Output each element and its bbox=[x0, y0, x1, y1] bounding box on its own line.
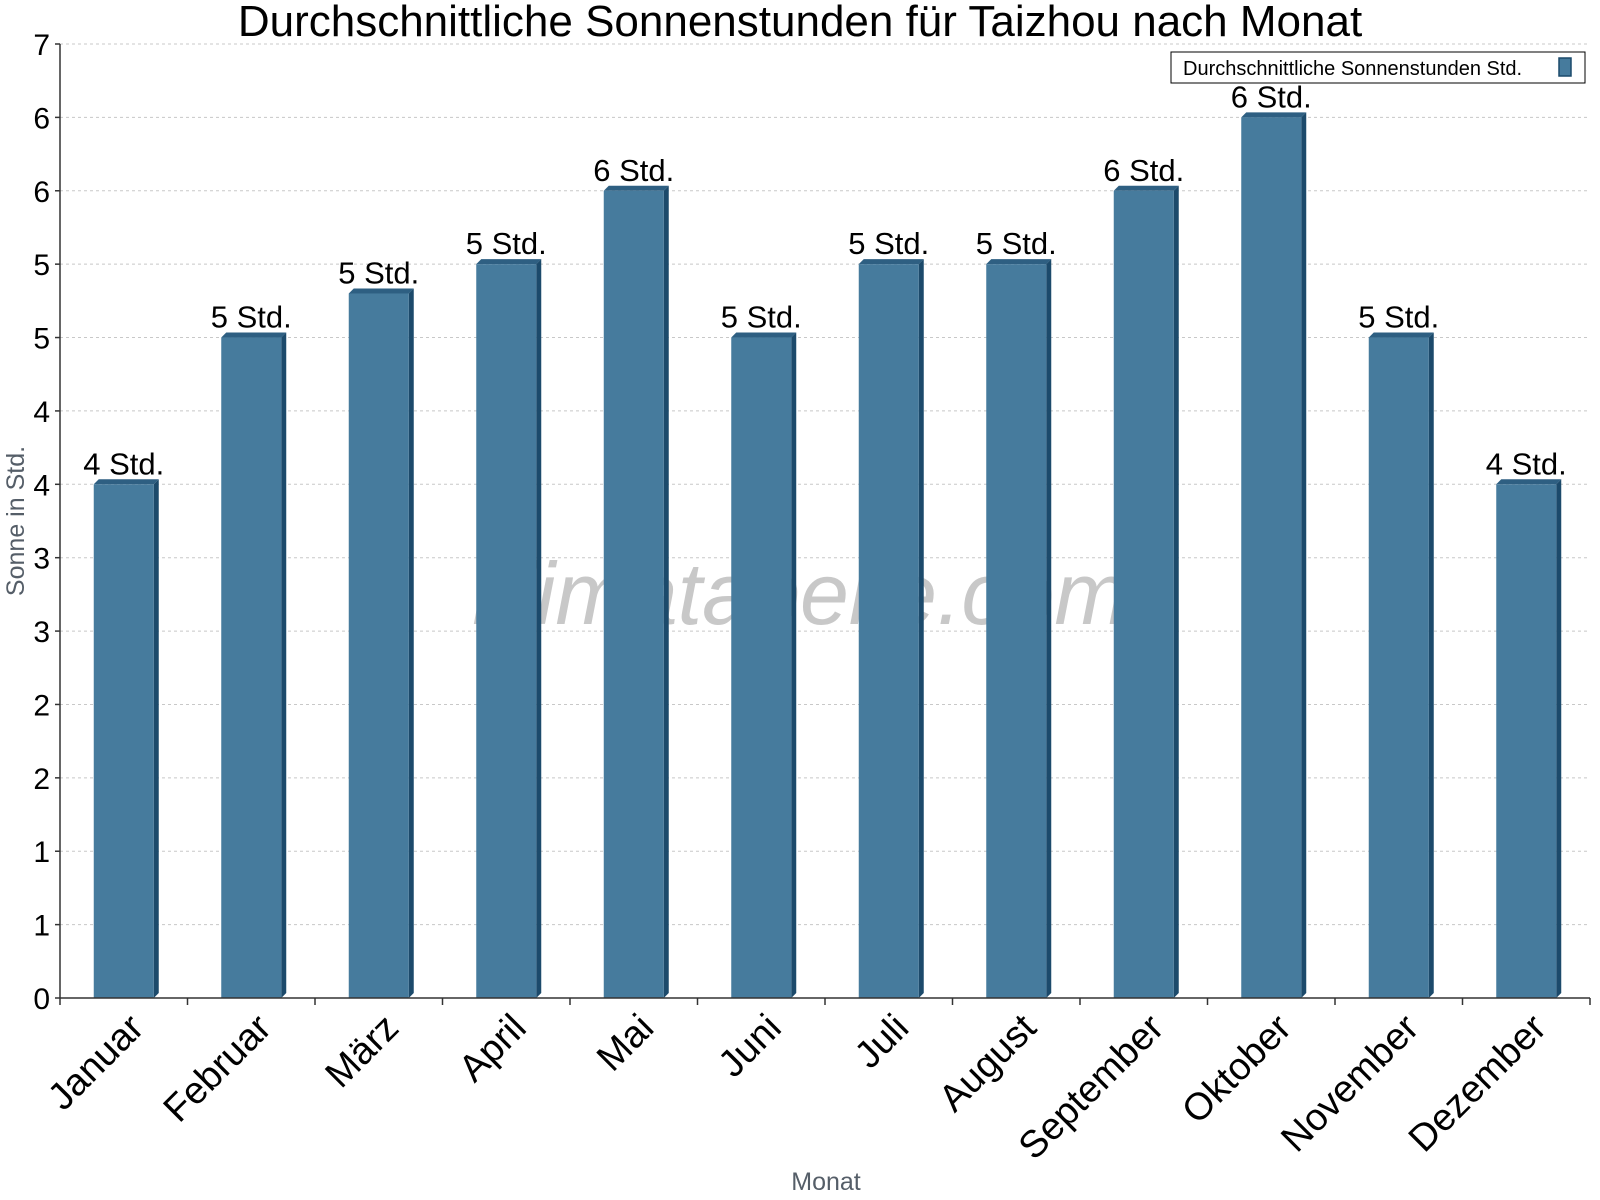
legend-swatch bbox=[1558, 57, 1572, 77]
y-tick-label: 7 bbox=[33, 29, 50, 62]
x-axis-label: Monat bbox=[791, 1168, 861, 1196]
x-tick-label: Mai bbox=[589, 1007, 662, 1080]
bar-top-face bbox=[858, 259, 924, 265]
bar-juli bbox=[858, 259, 924, 999]
bar-front-face bbox=[93, 484, 154, 998]
bar-side-face bbox=[791, 332, 797, 998]
bar-august bbox=[986, 259, 1052, 999]
bar-top-face bbox=[1496, 479, 1562, 485]
y-tick-label: 5 bbox=[33, 323, 50, 356]
x-tick-label: März bbox=[318, 1007, 407, 1096]
bar-front-face bbox=[221, 337, 282, 998]
y-tick-label: 2 bbox=[33, 763, 50, 796]
y-tick-label: 3 bbox=[33, 616, 50, 649]
bar-dezember bbox=[1496, 479, 1562, 998]
y-axis-label: Sonne in Std. bbox=[2, 446, 30, 596]
gridlines bbox=[60, 43, 1590, 926]
legend-box bbox=[1170, 51, 1586, 84]
y-tick-label: 4 bbox=[33, 396, 50, 429]
legend: Durchschnittliche Sonnenstunden Std. bbox=[1170, 51, 1586, 84]
data-label: 4 Std. bbox=[1486, 446, 1567, 481]
y-tick-label: 0 bbox=[33, 983, 50, 1016]
data-label: 5 Std. bbox=[848, 226, 929, 261]
bar-februar bbox=[221, 332, 287, 998]
bar-april bbox=[476, 259, 542, 999]
bar-side-face bbox=[1301, 112, 1307, 998]
bar-november bbox=[1368, 332, 1434, 998]
bar-top-face bbox=[1241, 112, 1307, 118]
chart-title: Durchschnittliche Sonnenstunden für Taiz… bbox=[238, 0, 1362, 46]
x-axis-ticks: Januar Februar März April Mai Juni Juli AugustS… bbox=[40, 998, 1591, 1168]
y-tick-label: 6 bbox=[33, 102, 50, 135]
bar-front-face bbox=[1496, 484, 1557, 998]
bar-front-face bbox=[476, 264, 537, 999]
bar-side-face bbox=[1046, 259, 1052, 999]
data-label: 6 Std. bbox=[593, 153, 674, 188]
x-tick-label: Januar bbox=[40, 1006, 152, 1118]
x-tick-label: Oktober bbox=[1174, 1006, 1300, 1132]
data-label: 4 Std. bbox=[83, 446, 164, 481]
bar-side-face bbox=[918, 259, 924, 999]
bars: 4 Std. 5 Std. 5 Std. 5 Std. 6 Std. 5 Std. 5 St… bbox=[83, 79, 1567, 999]
bar-front-face bbox=[731, 337, 792, 998]
bar-front-face bbox=[1113, 190, 1174, 998]
bar-side-face bbox=[1173, 185, 1179, 998]
y-tick-label: 4 bbox=[33, 469, 50, 502]
y-tick-label: 6 bbox=[33, 176, 50, 209]
y-axis-ticks: 0 1 1 2 2 3 3 4 4 5 5 6 6 7 bbox=[33, 29, 60, 1016]
bar-top-face bbox=[221, 332, 287, 338]
x-tick-label: April bbox=[451, 1007, 534, 1090]
bar-side-face bbox=[1428, 332, 1434, 998]
x-tick-label: August bbox=[931, 1006, 1045, 1120]
bar-side-face bbox=[1556, 479, 1562, 998]
bar-mai bbox=[603, 185, 669, 998]
y-tick-label: 5 bbox=[33, 249, 50, 282]
data-label: 5 Std. bbox=[466, 226, 547, 261]
bar-side-face bbox=[663, 185, 669, 998]
bar-front-face bbox=[858, 264, 919, 999]
bar-side-face bbox=[153, 479, 159, 998]
legend-label: Durchschnittliche Sonnenstunden Std. bbox=[1183, 58, 1522, 80]
bar-front-face bbox=[603, 190, 664, 998]
y-tick-label: 3 bbox=[33, 543, 50, 576]
x-tick-label: Juli bbox=[847, 1007, 917, 1077]
bar-front-face bbox=[348, 293, 409, 998]
bar-top-face bbox=[348, 288, 414, 294]
x-tick-label: Februar bbox=[156, 1006, 280, 1130]
data-label: 5 Std. bbox=[211, 300, 292, 335]
bar-top-face bbox=[603, 185, 669, 191]
y-tick-label: 1 bbox=[33, 836, 50, 869]
bar-top-face bbox=[476, 259, 542, 265]
bar-front-face bbox=[986, 264, 1047, 999]
bar-januar bbox=[93, 479, 159, 998]
bar-side-face bbox=[408, 288, 414, 998]
x-tick-label: Juni bbox=[711, 1007, 790, 1086]
bar-september bbox=[1113, 185, 1179, 998]
bar-märz bbox=[348, 288, 414, 998]
bar-top-face bbox=[1113, 185, 1179, 191]
bar-front-face bbox=[1241, 117, 1302, 998]
bar-side-face bbox=[536, 259, 542, 999]
y-tick-label: 1 bbox=[33, 910, 50, 943]
bar-top-face bbox=[986, 259, 1052, 265]
bar-oktober bbox=[1241, 112, 1307, 998]
data-label: 5 Std. bbox=[976, 226, 1057, 261]
bar-front-face bbox=[1368, 337, 1429, 998]
data-label: 6 Std. bbox=[1231, 79, 1312, 114]
bar-top-face bbox=[1368, 332, 1434, 338]
bar-top-face bbox=[731, 332, 797, 338]
data-label: 6 Std. bbox=[1103, 153, 1184, 188]
y-tick-label: 2 bbox=[33, 689, 50, 722]
bar-side-face bbox=[281, 332, 287, 998]
bar-top-face bbox=[93, 479, 159, 485]
x-tick-label: November bbox=[1273, 1006, 1427, 1160]
x-tick-label: Dezember bbox=[1401, 1006, 1555, 1160]
bar-juni bbox=[731, 332, 797, 998]
data-label: 5 Std. bbox=[338, 256, 419, 291]
data-label: 5 Std. bbox=[721, 300, 802, 335]
data-label: 5 Std. bbox=[1358, 300, 1439, 335]
